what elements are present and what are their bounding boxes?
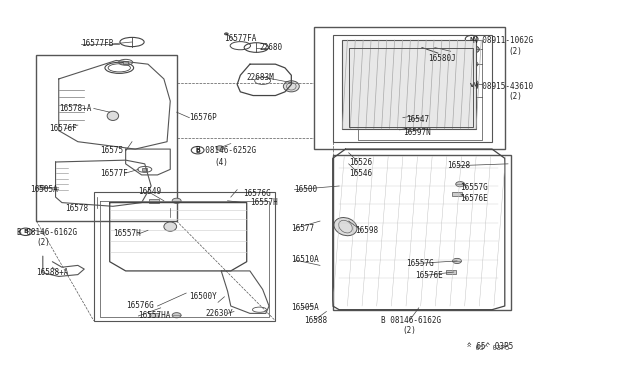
Text: 16578+A: 16578+A xyxy=(59,104,91,113)
Text: B: B xyxy=(195,148,200,153)
Text: V: V xyxy=(470,83,474,88)
Text: B: B xyxy=(23,229,28,234)
Text: 16528: 16528 xyxy=(447,161,470,170)
Text: 16549: 16549 xyxy=(138,187,161,196)
Text: 16577FA: 16577FA xyxy=(225,34,257,43)
Ellipse shape xyxy=(107,111,118,121)
Text: 16557H: 16557H xyxy=(250,198,278,207)
Text: 16557HA: 16557HA xyxy=(138,311,171,320)
Bar xyxy=(314,27,505,149)
Text: (2): (2) xyxy=(508,47,522,56)
Text: 16588: 16588 xyxy=(304,316,327,325)
Circle shape xyxy=(467,80,479,87)
Bar xyxy=(333,35,492,142)
Text: 16576E: 16576E xyxy=(460,195,488,203)
Bar xyxy=(142,168,147,171)
Text: 16505A: 16505A xyxy=(291,303,319,312)
Circle shape xyxy=(467,46,479,53)
Text: 16576G: 16576G xyxy=(125,301,154,311)
Text: B 08146-6252G: B 08146-6252G xyxy=(196,147,256,155)
Text: B 08146-6162G: B 08146-6162G xyxy=(381,316,441,325)
Text: 16557G: 16557G xyxy=(406,259,434,268)
Text: (4): (4) xyxy=(215,157,228,167)
Ellipse shape xyxy=(334,218,357,236)
Bar xyxy=(149,313,159,317)
Text: N: N xyxy=(469,36,474,42)
Circle shape xyxy=(421,45,429,49)
Text: (2): (2) xyxy=(403,326,417,335)
Text: 16577: 16577 xyxy=(291,224,314,233)
Text: 16547: 16547 xyxy=(406,115,429,124)
Bar xyxy=(36,55,177,221)
Circle shape xyxy=(172,312,181,318)
Text: 16576E: 16576E xyxy=(415,271,444,280)
Text: 22680: 22680 xyxy=(259,43,283,52)
Text: 16576F: 16576F xyxy=(49,124,77,133)
Text: 16577FB: 16577FB xyxy=(81,39,113,48)
Text: (2): (2) xyxy=(36,238,51,247)
Text: (2): (2) xyxy=(508,92,522,101)
Ellipse shape xyxy=(284,81,300,92)
Text: 16597N: 16597N xyxy=(403,128,431,137)
Circle shape xyxy=(456,182,465,187)
Text: 16575: 16575 xyxy=(100,147,124,155)
Bar xyxy=(349,48,473,127)
Text: 16598: 16598 xyxy=(355,226,378,235)
Text: 16505A: 16505A xyxy=(30,185,58,194)
Bar xyxy=(452,192,462,196)
Circle shape xyxy=(452,259,461,263)
Text: 16576G: 16576G xyxy=(244,189,271,198)
Circle shape xyxy=(468,61,478,67)
Text: M 08915-43610: M 08915-43610 xyxy=(473,82,533,91)
Ellipse shape xyxy=(164,222,177,231)
Text: 16546: 16546 xyxy=(349,169,372,177)
Text: 16577F: 16577F xyxy=(100,169,128,177)
Text: B 08146-6162G: B 08146-6162G xyxy=(17,228,77,237)
Text: N 08911-1062G: N 08911-1062G xyxy=(473,36,533,45)
Circle shape xyxy=(172,198,181,203)
Bar xyxy=(342,40,476,129)
Text: 16557G: 16557G xyxy=(460,183,488,192)
Bar xyxy=(445,270,456,274)
Text: ^ 65^ 03P5: ^ 65^ 03P5 xyxy=(467,346,509,352)
Text: 22683M: 22683M xyxy=(246,73,275,81)
Text: 16557H: 16557H xyxy=(113,230,141,238)
Text: 16500: 16500 xyxy=(294,185,317,194)
Bar xyxy=(333,155,511,310)
Text: 16526: 16526 xyxy=(349,157,372,167)
Text: ^ 65^ 03P5: ^ 65^ 03P5 xyxy=(467,342,513,351)
Ellipse shape xyxy=(225,33,228,35)
Text: 22630Y: 22630Y xyxy=(205,309,233,318)
Bar xyxy=(123,61,128,64)
Text: 16578: 16578 xyxy=(65,203,88,213)
Circle shape xyxy=(38,185,45,190)
Text: 16588+A: 16588+A xyxy=(36,268,69,277)
Text: 16576P: 16576P xyxy=(189,113,217,122)
Bar xyxy=(94,192,275,321)
Text: 16580J: 16580J xyxy=(428,54,456,63)
Circle shape xyxy=(216,146,224,150)
Text: 16500Y: 16500Y xyxy=(189,292,217,301)
Text: 16510A: 16510A xyxy=(291,255,319,264)
Bar xyxy=(149,199,159,203)
